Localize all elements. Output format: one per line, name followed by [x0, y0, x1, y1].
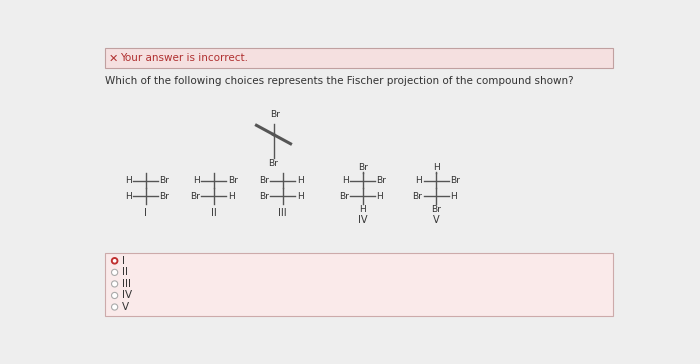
Text: Br: Br: [412, 191, 422, 201]
Text: I: I: [144, 209, 147, 218]
Text: Br: Br: [339, 191, 349, 201]
Text: Br: Br: [270, 110, 280, 119]
Text: Br: Br: [160, 191, 169, 201]
Text: V: V: [433, 215, 440, 225]
Text: H: H: [125, 191, 132, 201]
Text: I: I: [122, 256, 125, 266]
Circle shape: [111, 281, 118, 287]
Text: H: H: [342, 176, 349, 185]
Circle shape: [111, 258, 118, 264]
Text: V: V: [122, 302, 129, 312]
Text: III: III: [279, 209, 287, 218]
Text: H: H: [297, 176, 304, 185]
Text: H: H: [297, 191, 304, 201]
Text: Which of the following choices represents the Fischer projection of the compound: Which of the following choices represent…: [104, 76, 573, 86]
Text: Br: Br: [259, 191, 269, 201]
Text: ✕: ✕: [108, 53, 118, 63]
Text: H: H: [450, 191, 457, 201]
Text: Br: Br: [431, 205, 441, 214]
Text: Br: Br: [228, 176, 238, 185]
Circle shape: [113, 260, 116, 262]
Circle shape: [111, 292, 118, 298]
Text: H: H: [193, 176, 200, 185]
Circle shape: [111, 304, 118, 310]
Text: Br: Br: [160, 176, 169, 185]
Text: H: H: [125, 176, 132, 185]
Text: IV: IV: [122, 290, 132, 300]
Circle shape: [111, 269, 118, 276]
Text: II: II: [122, 268, 127, 277]
Text: Br: Br: [377, 176, 386, 185]
Text: H: H: [433, 162, 440, 171]
FancyBboxPatch shape: [104, 253, 613, 316]
Text: III: III: [122, 279, 131, 289]
Text: H: H: [377, 191, 384, 201]
Text: II: II: [211, 209, 217, 218]
Text: H: H: [359, 205, 366, 214]
Text: Br: Br: [450, 176, 460, 185]
Text: H: H: [416, 176, 422, 185]
Text: Your answer is incorrect.: Your answer is incorrect.: [120, 53, 248, 63]
Text: Br: Br: [190, 191, 200, 201]
Text: H: H: [228, 191, 234, 201]
Text: IV: IV: [358, 215, 368, 225]
Text: Br: Br: [269, 159, 279, 168]
Text: Br: Br: [358, 162, 368, 171]
Text: Br: Br: [259, 176, 269, 185]
FancyBboxPatch shape: [104, 48, 613, 68]
